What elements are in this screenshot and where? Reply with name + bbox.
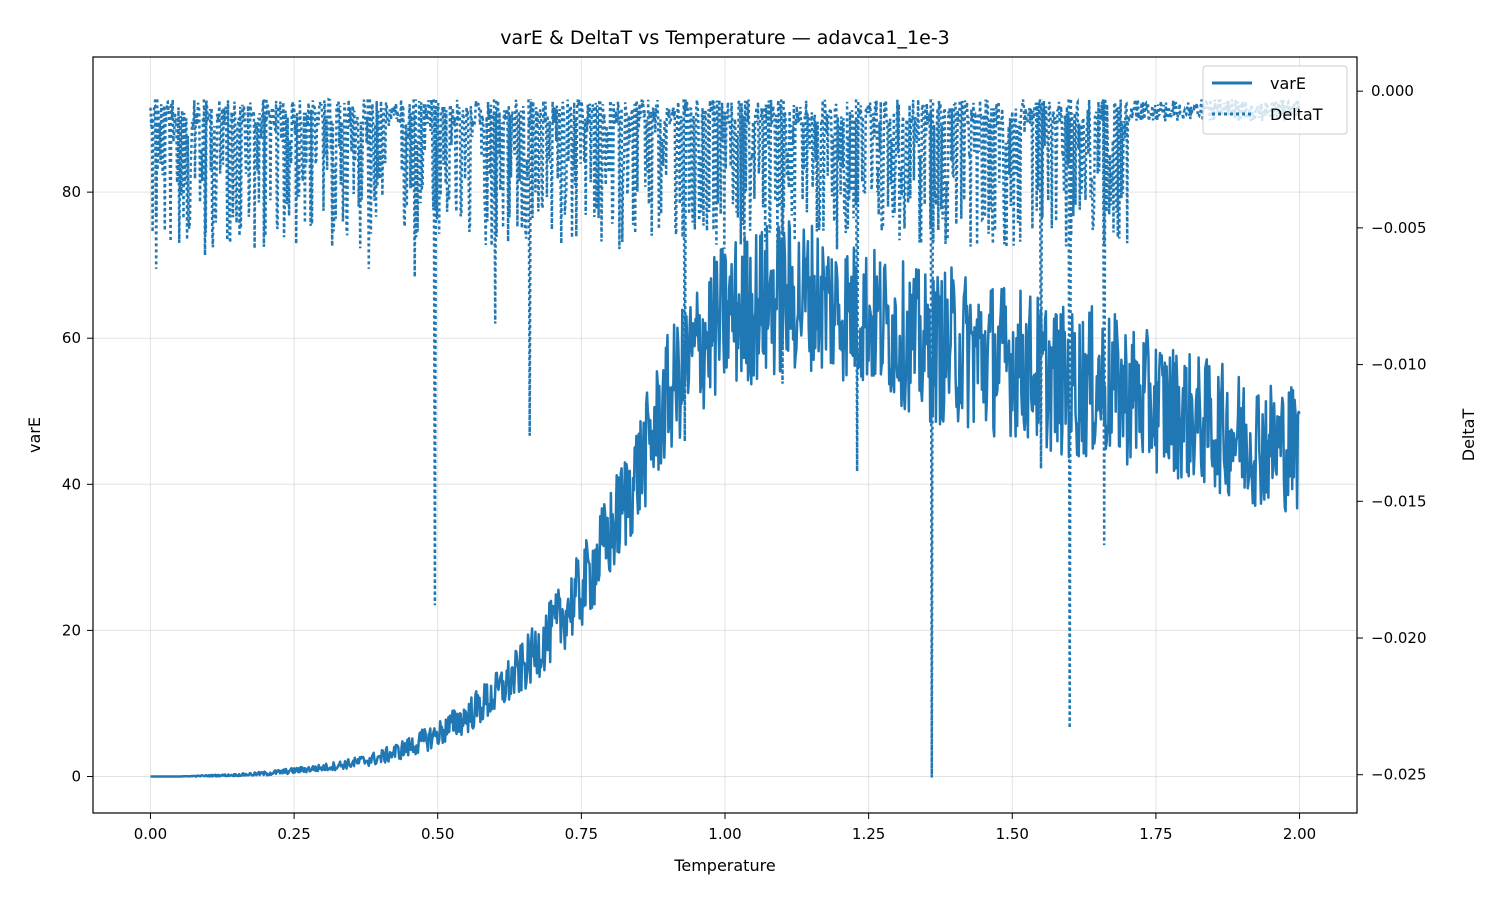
- legend-vare-label: varE: [1270, 74, 1306, 93]
- y-left-axis: 0 20 40 60 80: [62, 183, 93, 785]
- x-axis: 0.00 0.25 0.50 0.75 1.00 1.25 1.50 1.75 2.00: [134, 813, 1316, 843]
- x-tick-label: 1.50: [996, 825, 1029, 843]
- x-axis-label: Temperature: [673, 856, 775, 875]
- y-right-tick-label: −0.020: [1371, 629, 1427, 647]
- deltat-series-line: [149, 95, 1301, 778]
- x-tick-label: 2.00: [1283, 825, 1316, 843]
- y-left-tick-label: 0: [71, 767, 81, 785]
- y-right-tick-label: −0.015: [1371, 492, 1427, 510]
- legend-deltat-label: DeltaT: [1270, 105, 1323, 124]
- y-right-axis-label: DeltaT: [1459, 409, 1478, 462]
- x-tick-label: 0.75: [565, 825, 598, 843]
- y-left-tick-label: 40: [62, 475, 81, 493]
- y-right-tick-label: 0.000: [1371, 82, 1414, 100]
- y-right-tick-label: −0.005: [1371, 219, 1427, 237]
- vare-series-line: [150, 220, 1301, 778]
- x-tick-label: 1.00: [708, 825, 741, 843]
- x-tick-label: 1.75: [1139, 825, 1172, 843]
- y-left-tick-label: 60: [62, 329, 81, 347]
- legend: varE DeltaT: [1202, 65, 1348, 135]
- y-right-tick-label: −0.010: [1371, 356, 1427, 374]
- y-right-axis: 0.000 −0.005 −0.010 −0.015 −0.020 −0.025: [1357, 82, 1427, 784]
- x-tick-label: 0.00: [134, 825, 167, 843]
- y-left-tick-label: 80: [62, 183, 81, 201]
- x-tick-label: 1.25: [852, 825, 885, 843]
- x-tick-label: 0.25: [277, 825, 310, 843]
- y-left-axis-label: varE: [25, 417, 44, 453]
- y-left-tick-label: 20: [62, 621, 81, 639]
- plot-area: [149, 95, 1301, 778]
- x-tick-label: 0.50: [421, 825, 454, 843]
- y-right-tick-label: −0.025: [1371, 766, 1427, 784]
- chart-title: varE & DeltaT vs Temperature — adavca1_1…: [500, 27, 950, 49]
